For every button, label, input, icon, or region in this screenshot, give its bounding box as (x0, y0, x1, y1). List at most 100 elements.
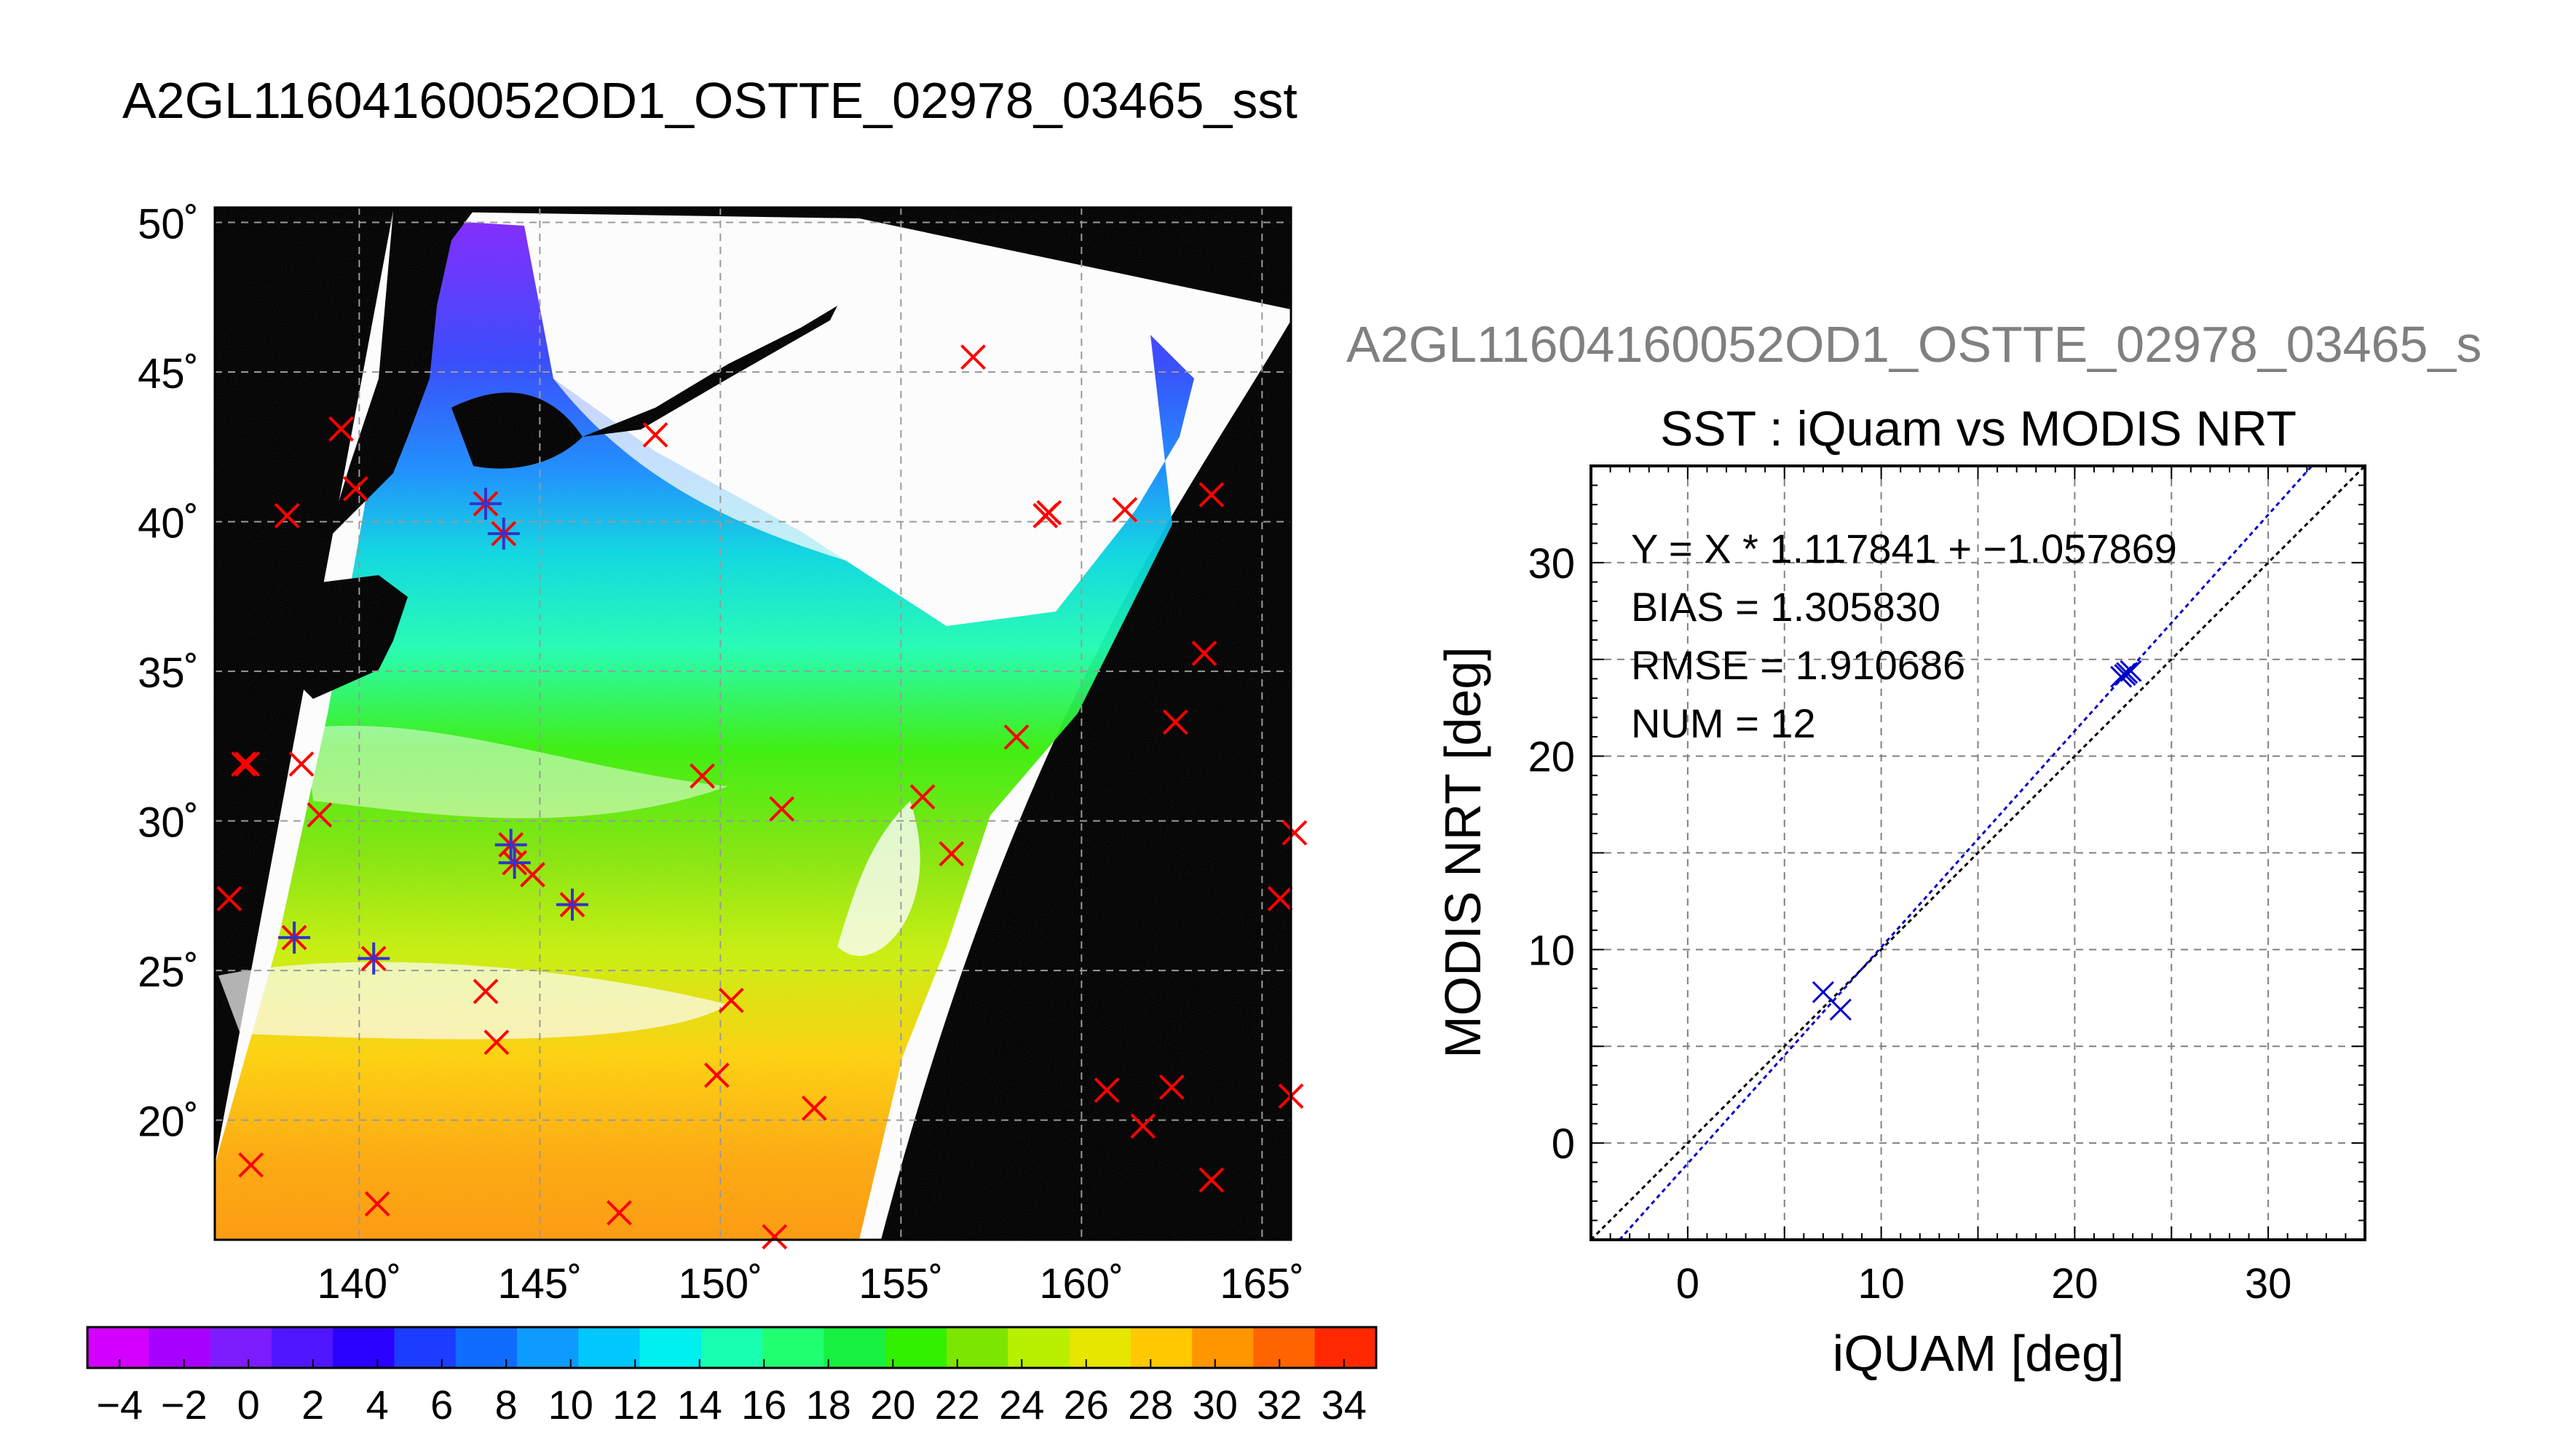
map-red-x-marker-stroke-b (762, 1224, 788, 1250)
scatter-y-tick-label: 30 (1528, 540, 1575, 587)
map-red-x-marker (703, 1062, 730, 1088)
scatter-lines (1590, 464, 2366, 1241)
map-red-x-marker-stroke-b (288, 751, 315, 777)
map-red-x-marker-stroke-b (231, 751, 257, 777)
map-red-x-marker-stroke-b (939, 841, 965, 867)
map-red-x-marker (939, 841, 965, 867)
map-red-x-marker-stroke-b (1282, 820, 1308, 846)
colorbar-tick-label: 0 (237, 1382, 260, 1428)
map-longitude-ticks: 140˚ 145˚ 150˚ 155˚ 160˚ 165˚ (317, 1260, 1304, 1307)
scatter-x-tick-label: 20 (2051, 1260, 2098, 1307)
map-red-x-marker (520, 862, 545, 887)
scatter-y-tick-label: 10 (1528, 927, 1575, 974)
map-red-x-marker (1112, 496, 1138, 523)
scatter-y-tick-label: 0 (1552, 1120, 1575, 1168)
map-red-x-marker-stroke-b (690, 763, 715, 789)
colorbar-tick-label: 18 (806, 1382, 851, 1428)
map-red-x-marker-stroke-b (1036, 499, 1062, 526)
map-red-x-marker (762, 1224, 788, 1250)
map-frame (213, 206, 1292, 1241)
map-red-x-marker-stroke-b (1267, 886, 1293, 911)
map-red-x-marker (1198, 482, 1225, 507)
map-red-x-marker-stroke-b (1130, 1113, 1156, 1139)
colorbar-cell (1069, 1327, 1132, 1368)
map-longitude-tick-label: 160˚ (1039, 1260, 1124, 1307)
colorbar-cell (762, 1327, 824, 1368)
map-red-x-marker (1198, 1167, 1225, 1193)
map-red-x-marker-stroke-b (520, 862, 545, 887)
colorbar-tick-label: 22 (935, 1382, 980, 1428)
map-red-x-marker (960, 344, 986, 370)
map-red-x-marker (238, 1152, 264, 1178)
map-blue-star-marker (358, 942, 390, 975)
map-red-x-marker (364, 1191, 390, 1217)
scatter-title: SST : iQuam vs MODIS NRT (1660, 401, 2297, 456)
colorbar-cell (517, 1327, 579, 1368)
colorbar-cell (700, 1327, 763, 1368)
colorbar-cell (210, 1327, 272, 1368)
map-red-x-marker (288, 751, 315, 777)
colorbar-tick-label: 34 (1322, 1382, 1367, 1428)
map-red-x-marker (1130, 1113, 1156, 1139)
map-latitude-tick-label: 50˚ (138, 201, 199, 248)
scatter-point-stroke-b (2120, 660, 2142, 682)
scatter-point (2120, 660, 2142, 682)
colorbar-tick-label: 24 (999, 1382, 1044, 1428)
map-red-x-marker-stroke-b (274, 502, 300, 529)
scatter-stat-line: Y = X * 1.117841 + −1.057869 (1631, 526, 2177, 571)
scatter-header: A2GL11604160052OD1_OSTTE_02978_03465_s (1346, 316, 2481, 373)
scatter-point-stroke-b (1829, 998, 1852, 1021)
map-blue-star-marker (278, 921, 311, 954)
map-red-x-marker (307, 802, 333, 828)
colorbar-labels: −4 −2 0 2 4 6 8 10 12 14 16 18 20 22 24 26 28 30 32 34 (96, 1359, 1367, 1428)
map-longitude-tick-label: 150˚ (678, 1260, 762, 1307)
scatter-stat-line: NUM = 12 (1631, 700, 1816, 746)
map-red-x-marker-stroke-b (473, 978, 499, 1005)
map-red-x-marker (274, 502, 300, 529)
map-red-x-marker (1036, 499, 1062, 526)
regression-fit-line (1619, 464, 2313, 1241)
colorbar-cell (333, 1327, 395, 1368)
map-red-x-marker-stroke-b (960, 344, 986, 370)
colorbar-cell (1314, 1327, 1377, 1368)
map-title: A2GL11604160052OD1_OSTTE_02978_03465_sst (122, 72, 1298, 129)
map-red-x-marker (1094, 1077, 1120, 1103)
map-blue-star-marker (556, 888, 589, 921)
map-red-x-marker-stroke-b (642, 422, 668, 448)
colorbar: −4 −2 0 2 4 6 8 10 12 14 16 18 20 22 24 26 28 30 32 34 (86, 1326, 1378, 1428)
colorbar-tick-label: 28 (1128, 1382, 1173, 1428)
map-red-x-marker (909, 784, 936, 810)
map-red-x-marker-stroke-b (703, 1062, 730, 1088)
colorbar-cell (1008, 1327, 1070, 1368)
map-red-x-marker-stroke-b (1198, 482, 1225, 507)
map-red-x-marker (1282, 820, 1308, 846)
map-panel: 20˚ 25˚ 30˚ 35˚ 40˚ 45˚ 50˚ 140˚ 145˚ 150˚ 155˚ 16… (138, 201, 1308, 1307)
colorbar-cell (271, 1327, 333, 1368)
map-blue-star-marker (498, 847, 531, 879)
scatter-point (1812, 981, 1834, 1003)
colorbar-tick-label: 8 (495, 1382, 518, 1428)
colorbar-tick-label: 2 (301, 1382, 324, 1428)
map-red-x-marker-stroke-b (1112, 496, 1138, 523)
colorbar-cell (639, 1327, 702, 1368)
map-red-x-marker (473, 978, 499, 1005)
map-red-x-marker-stroke-b (607, 1200, 632, 1226)
map-red-x-marker-stroke-b (1162, 709, 1188, 735)
scatter-x-tick-label: 10 (1857, 1260, 1905, 1307)
colorbar-cell (824, 1327, 886, 1368)
map-grid (215, 207, 1291, 1240)
map-red-x-marker-stroke-b (234, 751, 261, 777)
map-blue-star-marker (469, 487, 502, 520)
map-red-x-marker (801, 1095, 827, 1121)
scatter-point-stroke-b (2110, 665, 2133, 688)
map-latitude-tick-label: 40˚ (138, 500, 199, 547)
map-red-x-marker-stroke-b (483, 1029, 510, 1056)
map-red-x-marker (642, 422, 668, 448)
swath (215, 207, 1291, 1240)
map-red-x-marker (234, 751, 261, 777)
scatter-x-tick-label: 0 (1676, 1260, 1699, 1307)
colorbar-tick-label: −2 (161, 1382, 208, 1428)
colorbar-tick-label: 12 (612, 1382, 657, 1428)
colorbar-tick-label: 10 (548, 1382, 593, 1428)
